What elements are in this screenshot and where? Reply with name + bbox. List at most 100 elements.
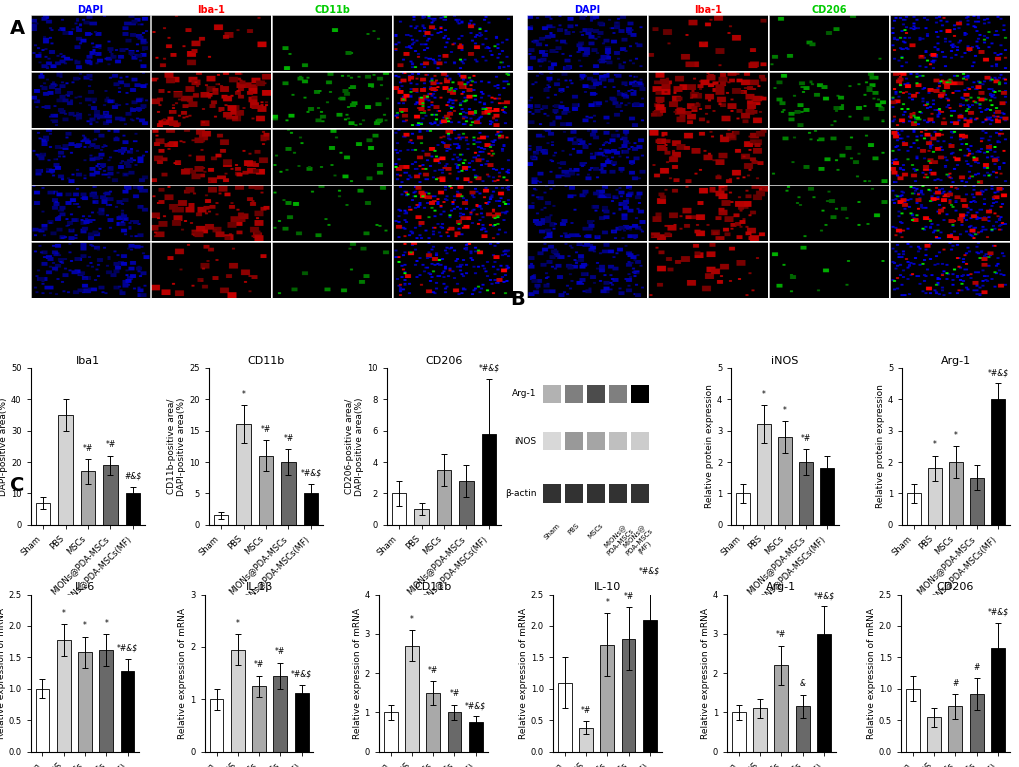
- Bar: [125, 493, 140, 525]
- Y-axis label: Relative expression of mRNA: Relative expression of mRNA: [0, 607, 6, 739]
- Text: *#: *#: [775, 630, 786, 640]
- Y-axis label: Relative protein expression: Relative protein expression: [875, 384, 884, 509]
- Bar: [230, 650, 245, 752]
- Text: *: *: [235, 618, 239, 627]
- Bar: [557, 683, 571, 752]
- Bar: [736, 493, 749, 525]
- Text: *#: *#: [448, 690, 460, 698]
- Text: MIONs@
PDA-MSCs
(MF): MIONs@ PDA-MSCs (MF): [620, 522, 659, 562]
- Y-axis label: Relative expression of mRNA: Relative expression of mRNA: [353, 607, 361, 739]
- Bar: [36, 503, 50, 525]
- Bar: [630, 484, 648, 502]
- Bar: [447, 713, 461, 752]
- Bar: [969, 478, 983, 525]
- Title: Iba1: Iba1: [75, 356, 100, 366]
- Text: #: #: [952, 679, 958, 687]
- Text: A: A: [10, 19, 25, 38]
- Bar: [57, 640, 70, 752]
- Text: *: *: [62, 609, 65, 617]
- Text: β-actin: β-actin: [504, 489, 536, 498]
- Bar: [58, 415, 72, 525]
- Bar: [948, 706, 961, 752]
- Title: DAPI: DAPI: [77, 5, 103, 15]
- Bar: [565, 484, 583, 502]
- Bar: [273, 676, 287, 752]
- Text: *: *: [104, 619, 108, 628]
- Bar: [586, 432, 604, 450]
- Bar: [99, 650, 113, 752]
- Bar: [304, 493, 318, 525]
- Text: *#: *#: [261, 425, 271, 434]
- Text: *#&$: *#&$: [478, 364, 499, 373]
- Bar: [608, 432, 627, 450]
- Title: DAPI: DAPI: [574, 5, 600, 15]
- Bar: [565, 432, 583, 450]
- Bar: [294, 693, 308, 752]
- Text: C: C: [10, 476, 24, 495]
- Bar: [990, 399, 1004, 525]
- Bar: [777, 437, 791, 525]
- Y-axis label: Relative expression of mRNA: Relative expression of mRNA: [866, 607, 875, 739]
- Title: CD206: CD206: [935, 582, 973, 592]
- Bar: [990, 648, 1004, 752]
- Y-axis label: Iba1-positive area/
DAPI-positive area(%): Iba1-positive area/ DAPI-positive area(%…: [0, 397, 8, 495]
- Text: *#: *#: [800, 434, 810, 443]
- Title: Iba-1: Iba-1: [694, 5, 721, 15]
- Bar: [469, 723, 482, 752]
- Text: *#&$: *#&$: [812, 591, 834, 600]
- Bar: [906, 493, 920, 525]
- Bar: [600, 645, 613, 752]
- Text: &: &: [799, 680, 805, 689]
- Text: *#&$: *#&$: [465, 701, 486, 710]
- Bar: [799, 462, 812, 525]
- Text: *#: *#: [254, 660, 264, 670]
- Y-axis label: Relative expression of mRNA: Relative expression of mRNA: [700, 607, 709, 739]
- Bar: [405, 646, 419, 752]
- Text: *: *: [83, 621, 87, 630]
- Bar: [36, 689, 49, 752]
- Text: Arg-1: Arg-1: [512, 390, 536, 399]
- Title: IL-10: IL-10: [593, 582, 621, 592]
- Bar: [642, 620, 656, 752]
- Text: B: B: [510, 290, 524, 309]
- Text: *: *: [783, 406, 787, 415]
- Text: *#&$: *#&$: [986, 368, 1008, 377]
- Title: CD11b: CD11b: [414, 582, 451, 592]
- Y-axis label: Relative expression of mRNA: Relative expression of mRNA: [178, 607, 187, 739]
- Bar: [542, 385, 560, 403]
- Bar: [481, 434, 495, 525]
- Bar: [752, 709, 766, 752]
- Bar: [391, 493, 406, 525]
- Text: *#&$: *#&$: [986, 607, 1008, 617]
- Text: *#&$: *#&$: [300, 469, 321, 478]
- Bar: [103, 466, 117, 525]
- Bar: [949, 462, 962, 525]
- Bar: [608, 385, 627, 403]
- Text: *#&$: *#&$: [290, 670, 312, 679]
- Title: IL-1β: IL-1β: [246, 582, 272, 592]
- Text: *: *: [242, 390, 246, 399]
- Bar: [252, 686, 266, 752]
- Text: Sham: Sham: [542, 522, 560, 541]
- Text: *: *: [953, 431, 957, 440]
- Text: *: *: [761, 390, 765, 399]
- Y-axis label: Relative expression of mRNA: Relative expression of mRNA: [519, 607, 528, 739]
- Bar: [819, 469, 834, 525]
- Bar: [120, 671, 135, 752]
- Title: CD206: CD206: [425, 356, 463, 366]
- Y-axis label: CD11b-positive area/
DAPI-positive area(%): CD11b-positive area/ DAPI-positive area(…: [167, 397, 186, 495]
- Text: iNOS: iNOS: [514, 436, 536, 446]
- Text: MSCs: MSCs: [587, 522, 604, 540]
- Title: CD11b: CD11b: [314, 5, 350, 15]
- Text: PBS: PBS: [567, 522, 580, 536]
- Title: Iba-1: Iba-1: [198, 5, 225, 15]
- Text: *#: *#: [428, 666, 438, 675]
- Text: *: *: [604, 598, 608, 607]
- Bar: [905, 689, 919, 752]
- Text: *#: *#: [275, 647, 285, 657]
- Bar: [756, 424, 770, 525]
- Bar: [459, 481, 473, 525]
- Bar: [542, 484, 560, 502]
- Text: *: *: [932, 440, 935, 449]
- Bar: [542, 432, 560, 450]
